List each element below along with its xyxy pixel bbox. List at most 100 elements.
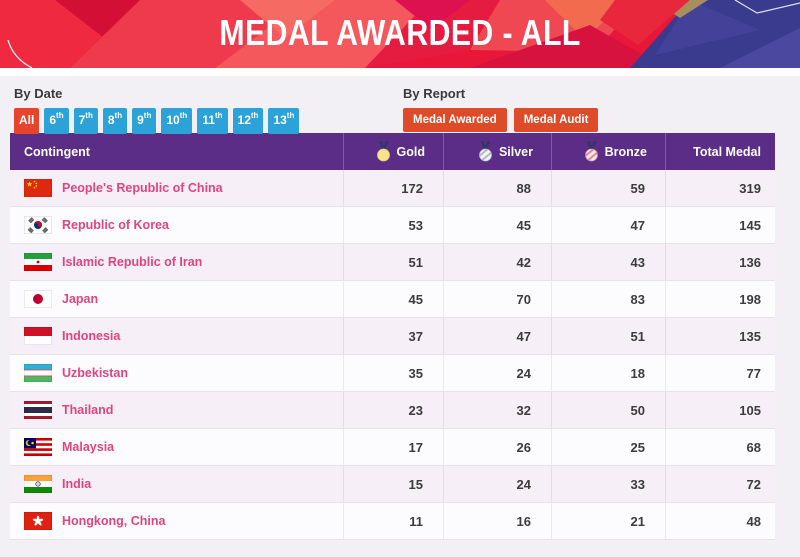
silver-count: 42 bbox=[443, 244, 551, 280]
malaysia-flag-icon bbox=[24, 438, 52, 456]
medal-awarded-button[interactable]: Medal Awarded bbox=[403, 108, 507, 132]
china-flag-icon bbox=[24, 179, 52, 197]
gold-count: 45 bbox=[343, 281, 443, 317]
table-row-india[interactable]: India 15 24 33 72 bbox=[10, 466, 775, 503]
column-silver: Silver bbox=[443, 133, 551, 170]
bronze-count: 43 bbox=[551, 244, 665, 280]
gold-count: 53 bbox=[343, 207, 443, 243]
by-date-label: By Date bbox=[14, 86, 63, 101]
total-count: 48 bbox=[665, 503, 775, 539]
country-name: Japan bbox=[62, 292, 99, 306]
total-count: 198 bbox=[665, 281, 775, 317]
silver-count: 32 bbox=[443, 392, 551, 428]
total-count: 319 bbox=[665, 170, 775, 206]
date-filter-label: 10 bbox=[166, 113, 180, 127]
bronze-count: 25 bbox=[551, 429, 665, 465]
gold-count: 17 bbox=[343, 429, 443, 465]
silver-count: 45 bbox=[443, 207, 551, 243]
column-gold: Gold bbox=[343, 133, 443, 170]
table-row-japan[interactable]: Japan 45 70 83 198 bbox=[10, 281, 775, 318]
country-name: Thailand bbox=[62, 403, 114, 417]
bronze-count: 47 bbox=[551, 207, 665, 243]
ordinal-suffix: th bbox=[250, 111, 259, 120]
gold-medal-icon bbox=[376, 141, 391, 162]
report-buttons: Medal Awarded Medal Audit bbox=[403, 108, 605, 132]
column-total-medal: Total Medal bbox=[665, 133, 775, 170]
ordinal-suffix: th bbox=[143, 111, 152, 120]
column-silver-label: Silver bbox=[498, 144, 533, 159]
silver-count: 24 bbox=[443, 355, 551, 391]
silver-count: 88 bbox=[443, 170, 551, 206]
date-filter-label: 6 bbox=[49, 113, 57, 127]
table-row-china[interactable]: People's Republic of China 172 88 59 319 bbox=[10, 170, 775, 207]
country-name: Indonesia bbox=[62, 329, 121, 343]
silver-count: 16 bbox=[443, 503, 551, 539]
column-contingent: Contingent bbox=[24, 144, 90, 159]
date-filter-all[interactable]: All bbox=[14, 108, 40, 134]
gold-count: 23 bbox=[343, 392, 443, 428]
total-count: 77 bbox=[665, 355, 775, 391]
uzbekistan-flag-icon bbox=[24, 364, 52, 382]
country-name: Republic of Korea bbox=[62, 218, 169, 232]
gold-count: 51 bbox=[343, 244, 443, 280]
medal-audit-button[interactable]: Medal Audit bbox=[513, 108, 599, 132]
medal-table: Contingent Gold Silver Bronze Total Meda… bbox=[10, 133, 775, 540]
date-filter-label: 8 bbox=[107, 113, 115, 127]
total-count: 68 bbox=[665, 429, 775, 465]
iran-flag-icon bbox=[24, 253, 52, 271]
table-header: Contingent Gold Silver Bronze Total Meda… bbox=[10, 133, 775, 170]
bronze-medal-icon bbox=[584, 141, 599, 162]
country-name: People's Republic of China bbox=[62, 181, 223, 195]
total-count: 136 bbox=[665, 244, 775, 280]
ordinal-suffix: th bbox=[179, 111, 188, 120]
by-report-label: By Report bbox=[403, 86, 466, 101]
column-gold-label: Gold bbox=[396, 144, 425, 159]
date-filter-label: 11 bbox=[202, 113, 215, 127]
table-row-uzbekistan[interactable]: Uzbekistan 35 24 18 77 bbox=[10, 355, 775, 392]
column-bronze-label: Bronze bbox=[604, 144, 647, 159]
silver-medal-icon bbox=[478, 141, 493, 162]
hongkong-flag-icon bbox=[24, 512, 52, 530]
ordinal-suffix: th bbox=[214, 111, 223, 120]
date-filter-label: 7 bbox=[78, 113, 86, 127]
country-name: Islamic Republic of Iran bbox=[62, 255, 203, 269]
gold-count: 37 bbox=[343, 318, 443, 354]
table-row-iran[interactable]: Islamic Republic of Iran 51 42 43 136 bbox=[10, 244, 775, 281]
silver-count: 70 bbox=[443, 281, 551, 317]
table-row-korea[interactable]: Republic of Korea 53 45 47 145 bbox=[10, 207, 775, 244]
date-filter-label: All bbox=[19, 113, 35, 127]
date-filter-label: 12 bbox=[237, 113, 251, 127]
banner-polygon-art bbox=[0, 0, 800, 68]
table-row-malaysia[interactable]: Malaysia 17 26 25 68 bbox=[10, 429, 775, 466]
table-row-hongkong[interactable]: Hongkong, China 11 16 21 48 bbox=[10, 503, 775, 540]
ordinal-suffix: th bbox=[56, 111, 64, 120]
bronze-count: 83 bbox=[551, 281, 665, 317]
ordinal-suffix: th bbox=[85, 111, 93, 120]
thailand-flag-icon bbox=[24, 401, 52, 419]
country-name: India bbox=[62, 477, 92, 491]
by-report-group: By Report Medal Awarded Medal Audit bbox=[403, 86, 605, 133]
bronze-count: 59 bbox=[551, 170, 665, 206]
bronze-count: 51 bbox=[551, 318, 665, 354]
table-row-indonesia[interactable]: Indonesia 37 47 51 135 bbox=[10, 318, 775, 355]
gold-count: 35 bbox=[343, 355, 443, 391]
date-filter-label: 13 bbox=[273, 113, 287, 127]
bronze-count: 50 bbox=[551, 392, 665, 428]
silver-count: 47 bbox=[443, 318, 551, 354]
column-bronze: Bronze bbox=[551, 133, 665, 170]
country-name: Malaysia bbox=[62, 440, 115, 454]
table-row-thailand[interactable]: Thailand 23 32 50 105 bbox=[10, 392, 775, 429]
indonesia-flag-icon bbox=[24, 327, 52, 345]
ordinal-suffix: th bbox=[114, 111, 123, 120]
header-banner: MEDAL AWARDED - ALL bbox=[0, 0, 800, 68]
